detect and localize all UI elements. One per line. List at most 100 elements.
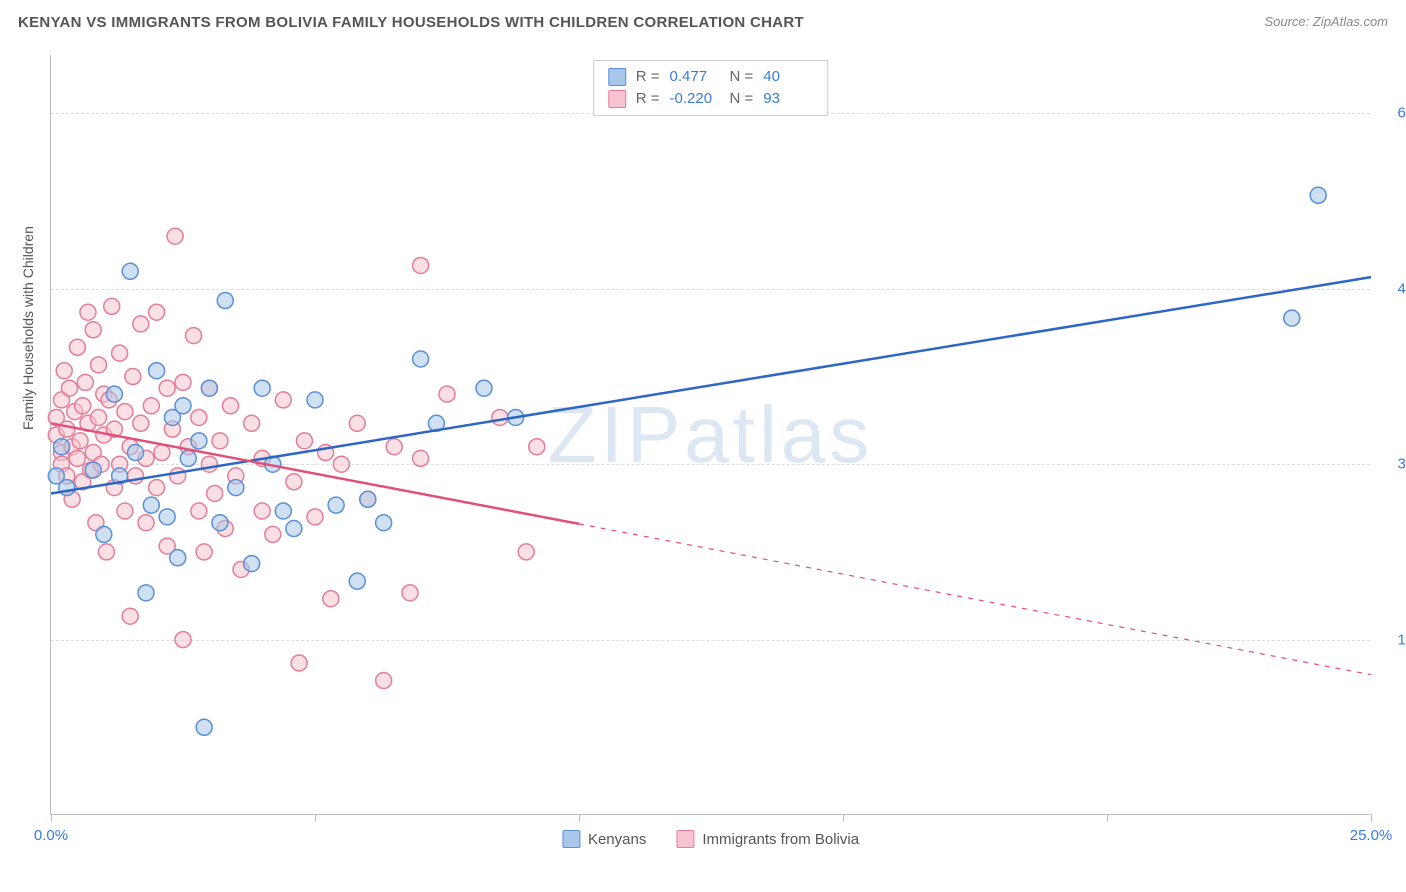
y-axis-title: Family Households with Children	[20, 226, 36, 430]
data-point-bolivia	[77, 374, 93, 390]
x-tick-label: 0.0%	[34, 827, 68, 844]
data-point-bolivia	[143, 398, 159, 414]
data-point-bolivia	[98, 544, 114, 560]
data-point-bolivia	[154, 445, 170, 461]
legend-label: Immigrants from Bolivia	[702, 831, 859, 848]
swatch-bolivia	[676, 830, 694, 848]
legend-label: Kenyans	[588, 831, 646, 848]
data-point-kenyans	[191, 433, 207, 449]
data-point-bolivia	[244, 415, 260, 431]
data-point-kenyans	[143, 497, 159, 513]
data-point-kenyans	[217, 293, 233, 309]
data-point-bolivia	[117, 503, 133, 519]
plot-area: ZIPatlas 15.0%30.0%45.0%60.0% 0.0%25.0% …	[50, 55, 1370, 815]
data-point-bolivia	[207, 485, 223, 501]
data-point-kenyans	[212, 515, 228, 531]
y-tick-label: 60.0%	[1380, 105, 1406, 122]
data-point-bolivia	[296, 433, 312, 449]
data-point-kenyans	[201, 380, 217, 396]
data-point-bolivia	[175, 374, 191, 390]
data-point-bolivia	[439, 386, 455, 402]
n-label: N =	[730, 66, 754, 88]
data-point-bolivia	[91, 409, 107, 425]
data-point-bolivia	[265, 526, 281, 542]
scatter-plot	[51, 55, 1370, 814]
data-point-kenyans	[96, 526, 112, 542]
data-point-kenyans	[122, 263, 138, 279]
data-point-bolivia	[149, 304, 165, 320]
data-point-bolivia	[518, 544, 534, 560]
data-point-bolivia	[59, 421, 75, 437]
data-point-bolivia	[323, 591, 339, 607]
data-point-kenyans	[1310, 187, 1326, 203]
data-point-bolivia	[85, 322, 101, 338]
data-point-kenyans	[328, 497, 344, 513]
n-value-bolivia: 93	[763, 88, 813, 110]
data-point-bolivia	[492, 409, 508, 425]
data-point-kenyans	[106, 386, 122, 402]
data-point-kenyans	[85, 462, 101, 478]
n-value-kenyans: 40	[763, 66, 813, 88]
data-point-bolivia	[75, 398, 91, 414]
data-point-bolivia	[212, 433, 228, 449]
swatch-kenyans	[562, 830, 580, 848]
data-point-bolivia	[69, 339, 85, 355]
stats-row-kenyans: R = 0.477 N = 40	[608, 66, 814, 88]
data-point-bolivia	[117, 404, 133, 420]
r-label: R =	[636, 88, 660, 110]
data-point-bolivia	[133, 316, 149, 332]
data-point-kenyans	[476, 380, 492, 396]
data-point-bolivia	[386, 439, 402, 455]
data-point-kenyans	[138, 585, 154, 601]
data-point-kenyans	[180, 450, 196, 466]
y-tick-label: 45.0%	[1380, 280, 1406, 297]
data-point-bolivia	[133, 415, 149, 431]
data-point-bolivia	[307, 509, 323, 525]
data-point-bolivia	[56, 363, 72, 379]
r-value-kenyans: 0.477	[670, 66, 720, 88]
data-point-bolivia	[175, 632, 191, 648]
swatch-bolivia	[608, 90, 626, 108]
chart-title: KENYAN VS IMMIGRANTS FROM BOLIVIA FAMILY…	[18, 14, 804, 31]
data-point-kenyans	[244, 556, 260, 572]
data-point-bolivia	[149, 480, 165, 496]
x-tick-label: 25.0%	[1350, 827, 1393, 844]
data-point-bolivia	[223, 398, 239, 414]
data-point-bolivia	[191, 409, 207, 425]
data-point-bolivia	[122, 608, 138, 624]
data-point-bolivia	[138, 515, 154, 531]
r-value-bolivia: -0.220	[670, 88, 720, 110]
stats-legend: R = 0.477 N = 40 R = -0.220 N = 93	[593, 60, 829, 116]
data-point-bolivia	[402, 585, 418, 601]
data-point-bolivia	[191, 503, 207, 519]
data-point-bolivia	[112, 345, 128, 361]
data-point-bolivia	[104, 298, 120, 314]
data-point-bolivia	[91, 357, 107, 373]
data-point-bolivia	[72, 433, 88, 449]
data-point-kenyans	[159, 509, 175, 525]
data-point-bolivia	[291, 655, 307, 671]
data-point-bolivia	[170, 468, 186, 484]
data-point-kenyans	[196, 719, 212, 735]
data-point-kenyans	[228, 480, 244, 496]
data-point-bolivia	[529, 439, 545, 455]
data-point-kenyans	[349, 573, 365, 589]
data-point-kenyans	[286, 521, 302, 537]
trendline-extrapolated-bolivia	[579, 524, 1371, 675]
data-point-bolivia	[69, 450, 85, 466]
data-point-kenyans	[175, 398, 191, 414]
data-point-bolivia	[201, 456, 217, 472]
data-point-bolivia	[125, 369, 141, 385]
data-point-bolivia	[413, 450, 429, 466]
swatch-kenyans	[608, 68, 626, 86]
y-tick-label: 30.0%	[1380, 456, 1406, 473]
data-point-kenyans	[413, 351, 429, 367]
data-point-kenyans	[254, 380, 270, 396]
data-point-kenyans	[376, 515, 392, 531]
data-point-kenyans	[149, 363, 165, 379]
data-point-kenyans	[360, 491, 376, 507]
data-point-bolivia	[61, 380, 77, 396]
data-point-bolivia	[167, 228, 183, 244]
data-point-bolivia	[286, 474, 302, 490]
legend-item-bolivia: Immigrants from Bolivia	[676, 830, 859, 848]
